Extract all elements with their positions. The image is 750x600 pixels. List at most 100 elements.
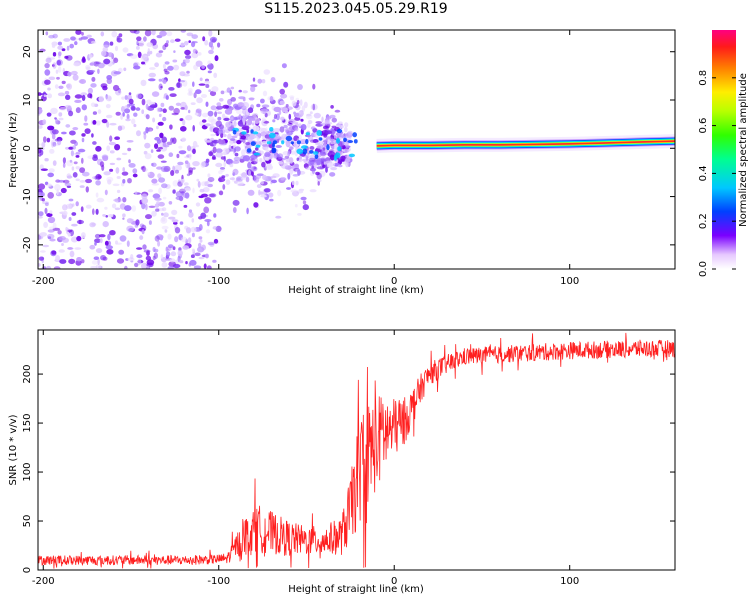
spectral-noise-blob xyxy=(81,157,84,164)
spectral-noise-blob xyxy=(195,144,199,148)
spectral-noise-blob xyxy=(186,173,191,177)
spectral-noise-blob xyxy=(109,122,117,126)
colorbar-tick-label: 0.2 xyxy=(698,213,709,229)
spectral-noise-blob xyxy=(52,33,58,39)
spectral-noise-blob xyxy=(263,165,267,171)
spectral-noise-blob xyxy=(213,238,219,244)
spectral-noise-blob xyxy=(154,136,161,141)
spectral-noise-blob xyxy=(178,150,187,155)
spectral-noise-blob xyxy=(128,163,136,168)
spectral-noise-blob xyxy=(183,204,188,208)
spectral-noise-blob xyxy=(300,138,307,144)
spectral-noise-blob xyxy=(60,187,67,194)
spectral-noise-blob xyxy=(192,167,196,170)
spectral-noise-blob xyxy=(197,181,201,188)
spectral-noise-blob xyxy=(114,198,122,203)
spectral-noise-blob xyxy=(313,112,321,119)
spectral-noise-blob xyxy=(133,65,141,70)
spectral-noise-blob xyxy=(114,144,121,151)
spectral-noise-blob xyxy=(198,224,203,231)
spectral-noise-blob xyxy=(49,210,53,214)
spectral-noise-blob xyxy=(248,169,251,177)
spectral-noise-blob xyxy=(201,244,207,251)
spectral-noise-blob xyxy=(152,117,156,123)
spectral-noise-blob xyxy=(247,162,252,169)
spectral-noise-blob xyxy=(188,167,194,173)
spectral-noise-blob xyxy=(297,137,302,141)
spectral-noise-blob xyxy=(305,114,313,120)
spectral-noise-blob xyxy=(56,188,59,196)
spectral-noise-blob xyxy=(135,107,141,111)
spectral-noise-blob xyxy=(139,235,144,240)
spectral-noise-blob xyxy=(179,80,186,83)
spectral-bright-blob xyxy=(305,138,309,145)
spectral-noise-blob xyxy=(211,156,217,160)
spectral-noise-blob xyxy=(72,127,79,131)
spectral-noise-blob xyxy=(325,136,332,142)
spectral-noise-blob xyxy=(208,89,212,92)
spectral-noise-blob xyxy=(145,255,152,261)
spectral-noise-blob xyxy=(236,109,243,115)
spectral-noise-blob xyxy=(111,203,117,209)
spectral-noise-blob xyxy=(290,189,298,193)
spectral-noise-blob xyxy=(200,161,206,168)
spectral-noise-blob xyxy=(192,148,196,155)
spectral-noise-blob xyxy=(128,92,132,96)
spectral-noise-blob xyxy=(270,155,276,159)
spectral-noise-blob xyxy=(127,147,132,152)
spectral-noise-blob xyxy=(141,193,148,200)
spectral-noise-blob xyxy=(85,186,90,193)
spectral-noise-blob xyxy=(52,222,57,229)
spectral-noise-blob xyxy=(230,117,235,120)
spectral-noise-blob xyxy=(296,157,300,162)
spectral-noise-blob xyxy=(319,151,324,156)
spectral-noise-blob xyxy=(66,83,71,89)
spectral-noise-blob xyxy=(198,242,202,248)
spectral-noise-blob xyxy=(188,109,191,114)
spectral-noise-blob xyxy=(206,64,212,69)
spectral-noise-blob xyxy=(95,145,102,152)
spectral-noise-blob xyxy=(299,99,303,106)
spectral-noise-blob xyxy=(79,167,86,174)
spectral-noise-blob xyxy=(157,146,163,150)
spectral-bright-blob xyxy=(268,132,276,139)
spectral-noise-blob xyxy=(78,219,82,225)
spectral-noise-blob xyxy=(246,128,250,134)
spectral-noise-blob xyxy=(97,175,102,179)
spectral-noise-blob xyxy=(299,155,302,160)
spectral-noise-blob xyxy=(159,30,167,37)
spectral-noise-blob xyxy=(215,225,222,232)
spectral-noise-blob xyxy=(250,86,256,92)
spectral-noise-blob xyxy=(38,92,42,96)
spectral-noise-blob xyxy=(330,167,338,171)
spectral-noise-blob xyxy=(122,217,125,220)
spectral-noise-blob xyxy=(64,55,69,59)
spectral-noise-blob xyxy=(92,120,97,125)
spectral-noise-blob xyxy=(122,112,125,117)
spectral-noise-blob xyxy=(67,71,72,77)
spectral-noise-blob xyxy=(58,249,65,253)
spectral-noise-blob xyxy=(297,169,301,176)
spectral-noise-blob xyxy=(98,234,106,238)
spectral-bright-blob xyxy=(241,131,247,135)
spectral-noise-blob xyxy=(157,121,164,126)
spectral-noise-blob xyxy=(257,149,261,154)
spectral-noise-blob xyxy=(323,143,328,147)
spectral-noise-blob xyxy=(127,178,132,184)
spectral-noise-blob xyxy=(112,183,120,187)
spectral-noise-blob xyxy=(49,226,55,230)
spectral-noise-blob xyxy=(187,237,192,244)
spectral-noise-blob xyxy=(107,179,112,185)
spectral-noise-blob xyxy=(309,189,317,193)
spectral-noise-blob xyxy=(270,175,277,179)
spectral-noise-blob xyxy=(94,233,101,239)
spectral-noise-blob xyxy=(58,117,64,121)
spectral-noise-blob xyxy=(218,190,224,196)
spectral-noise-blob xyxy=(158,83,163,91)
spectral-noise-blob xyxy=(162,79,167,84)
spectral-noise-blob xyxy=(80,206,84,213)
spectral-noise-blob xyxy=(259,191,264,195)
spectral-noise-blob xyxy=(317,181,320,186)
spectral-noise-blob xyxy=(116,37,123,43)
